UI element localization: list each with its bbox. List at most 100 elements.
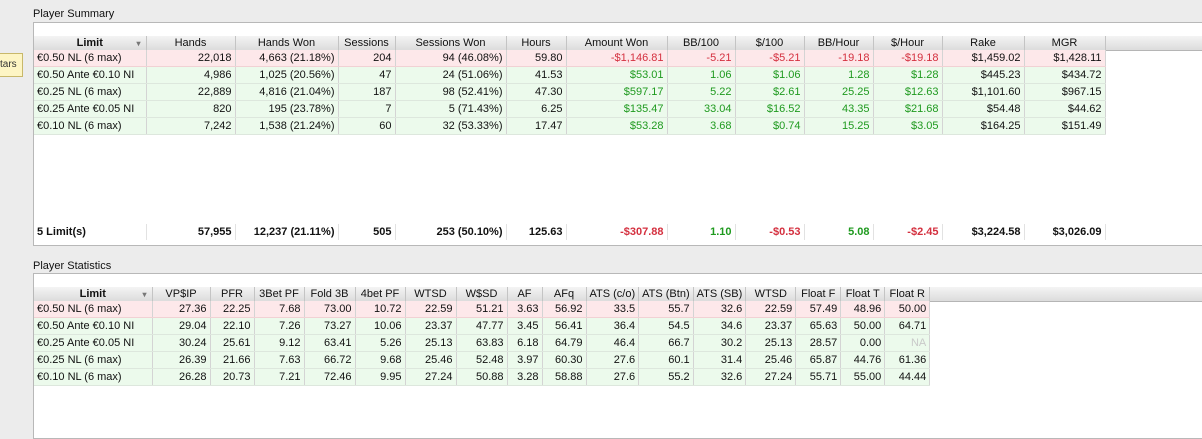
- column-header-sessions[interactable]: Sessions: [338, 36, 396, 50]
- cell-limit: €0.50 Ante €0.10 NI: [34, 317, 153, 335]
- cell-sessions: 60: [338, 117, 396, 135]
- cell-float-r: NA: [884, 334, 931, 352]
- column-header-label: Float F: [801, 288, 836, 300]
- cell-sessions-won: 98 (52.41%): [395, 83, 507, 101]
- cell-hours: 41.53: [506, 66, 567, 84]
- cell-sessions-won: 24 (51.06%): [395, 66, 507, 84]
- column-header-label: Amount Won: [584, 37, 649, 49]
- cell-afq: 56.41: [542, 317, 587, 335]
- cell-vp-ip: 26.39: [152, 351, 211, 369]
- cell-wtsd: 27.24: [745, 368, 797, 386]
- cell-hour: $21.68: [873, 100, 943, 118]
- cell-100: $2.61: [735, 83, 805, 101]
- column-header-label: W$SD: [465, 288, 498, 300]
- column-header-hours[interactable]: Hours: [506, 36, 567, 50]
- cell-amount-won: $135.47: [566, 100, 668, 118]
- cell-hours: 47.30: [506, 83, 567, 101]
- column-header-100[interactable]: $/100: [735, 36, 805, 50]
- column-header-af[interactable]: AF: [507, 287, 543, 301]
- column-header-3bet-pf[interactable]: 3Bet PF: [254, 287, 305, 301]
- column-header-sessions-won[interactable]: Sessions Won: [395, 36, 507, 50]
- cell-vp-ip: 27.36: [152, 301, 211, 318]
- column-header-fold-3b[interactable]: Fold 3B: [304, 287, 356, 301]
- cell-float-t: 48.96: [840, 301, 886, 318]
- sort-chevron-icon: ▾: [142, 290, 147, 299]
- column-header-limit[interactable]: Limit ▾: [34, 287, 153, 301]
- table-row[interactable]: €0.50 Ante €0.10 NI 29.04 22.10 7.26 73.27 10…: [34, 317, 931, 335]
- cell-sessions: 204: [338, 50, 396, 67]
- column-header-label: MGR: [1051, 37, 1078, 49]
- column-header-bb-100[interactable]: BB/100: [667, 36, 736, 50]
- cell-4bet-pf: 9.68: [355, 351, 406, 369]
- column-header-afq[interactable]: AFq: [542, 287, 587, 301]
- cell-mgr: $44.62: [1024, 100, 1106, 118]
- column-header-w-sd[interactable]: W$SD: [456, 287, 508, 301]
- cell-wtsd: 25.46: [745, 351, 797, 369]
- column-header-label: ATS (SB): [696, 288, 743, 300]
- cell-ats-sb: 32.6: [693, 301, 747, 318]
- column-header-wtsd[interactable]: WTSD: [405, 287, 457, 301]
- column-header-float-t[interactable]: Float T: [840, 287, 886, 301]
- cell-limit: €0.25 NL (6 max): [34, 351, 153, 369]
- player-statistics-panel: Limit ▾ VP$IP PFR 3Bet PF Fold 3B 4bet PF WTSD W…: [33, 273, 1202, 439]
- cell-pfr: 22.10: [210, 317, 255, 335]
- column-header-rake[interactable]: Rake: [942, 36, 1025, 50]
- cell-ats-sb: 31.4: [693, 351, 747, 369]
- column-header-label: $/Hour: [890, 37, 925, 49]
- total-cell-sessions: 505: [338, 224, 396, 240]
- table-row[interactable]: €0.10 NL (6 max) 7,242 1,538 (21.24%) 60 32 …: [34, 117, 1106, 135]
- column-header-4bet-pf[interactable]: 4bet PF: [355, 287, 406, 301]
- cell-float-r: 50.00: [884, 301, 931, 318]
- table-row[interactable]: €0.50 NL (6 max) 22,018 4,663 (21.18%) 204 9…: [34, 50, 1106, 67]
- cell-wtsd: 27.24: [405, 368, 457, 386]
- cell-rake: $1,459.02: [942, 50, 1025, 67]
- table-row[interactable]: €0.50 Ante €0.10 NI 4,986 1,025 (20.56%) 47…: [34, 66, 1106, 84]
- column-header-wtsd[interactable]: WTSD: [745, 287, 797, 301]
- total-cell-hours: 125.63: [506, 224, 567, 240]
- table-row[interactable]: €0.25 NL (6 max) 26.39 21.66 7.63 66.72 9.68 2…: [34, 351, 931, 369]
- cell-hands: 22,889: [146, 83, 236, 101]
- cell-float-f: 55.71: [795, 368, 842, 386]
- column-header-limit[interactable]: Limit ▾: [34, 36, 147, 50]
- table-row[interactable]: €0.10 NL (6 max) 26.28 20.73 7.21 72.46 9.95 2…: [34, 368, 931, 386]
- column-header-ats-c-o[interactable]: ATS (c/o): [586, 287, 640, 301]
- column-header-hands-won[interactable]: Hands Won: [235, 36, 339, 50]
- column-header-ats-btn[interactable]: ATS (Btn): [638, 287, 694, 301]
- table-row[interactable]: €0.25 Ante €0.05 NI 30.24 25.61 9.12 63.41 5.…: [34, 334, 931, 352]
- cell-bb-hour: -19.18: [804, 50, 874, 67]
- cell-limit: €0.50 Ante €0.10 NI: [34, 66, 147, 84]
- cell-vp-ip: 26.28: [152, 368, 211, 386]
- cell-w-sd: 47.77: [456, 317, 508, 335]
- cell-sessions: 187: [338, 83, 396, 101]
- cell-bb-100: -5.21: [667, 50, 736, 67]
- cell-ats-c-o: 46.4: [586, 334, 640, 352]
- cell-wtsd: 22.59: [405, 301, 457, 318]
- cell-float-r: 64.71: [884, 317, 931, 335]
- cell-ats-sb: 34.6: [693, 317, 747, 335]
- total-cell-sessions-won: 253 (50.10%): [395, 224, 507, 240]
- cell-hour: $3.05: [873, 117, 943, 135]
- column-header-label: 3Bet PF: [259, 288, 299, 300]
- cell-afq: 56.92: [542, 301, 587, 318]
- cell-limit: €0.25 NL (6 max): [34, 83, 147, 101]
- column-header-vp-ip[interactable]: VP$IP: [152, 287, 211, 301]
- table-row[interactable]: €0.25 NL (6 max) 22,889 4,816 (21.04%) 187 9…: [34, 83, 1106, 101]
- column-header-float-r[interactable]: Float R: [884, 287, 931, 301]
- table-row[interactable]: €0.50 NL (6 max) 27.36 22.25 7.68 73.00 10.72…: [34, 301, 931, 318]
- column-header-amount-won[interactable]: Amount Won: [566, 36, 668, 50]
- cell-hands: 4,986: [146, 66, 236, 84]
- column-header-pfr[interactable]: PFR: [210, 287, 255, 301]
- table-row[interactable]: €0.25 Ante €0.05 NI 820 195 (23.78%) 7 5 (71…: [34, 100, 1106, 118]
- column-header-hour[interactable]: $/Hour: [873, 36, 943, 50]
- column-header-hands[interactable]: Hands: [146, 36, 236, 50]
- cell-af: 3.97: [507, 351, 543, 369]
- cell-3bet-pf: 7.68: [254, 301, 305, 318]
- column-header-bb-hour[interactable]: BB/Hour: [804, 36, 874, 50]
- sort-chevron-icon: ▾: [136, 39, 141, 48]
- column-header-ats-sb[interactable]: ATS (SB): [693, 287, 747, 301]
- cell-4bet-pf: 9.95: [355, 368, 406, 386]
- column-header-mgr[interactable]: MGR: [1024, 36, 1106, 50]
- cell-limit: €0.50 NL (6 max): [34, 50, 147, 67]
- column-header-float-f[interactable]: Float F: [795, 287, 842, 301]
- player-summary-table: Limit ▾ Hands Hands Won Sessions Sessions Won…: [34, 36, 1106, 135]
